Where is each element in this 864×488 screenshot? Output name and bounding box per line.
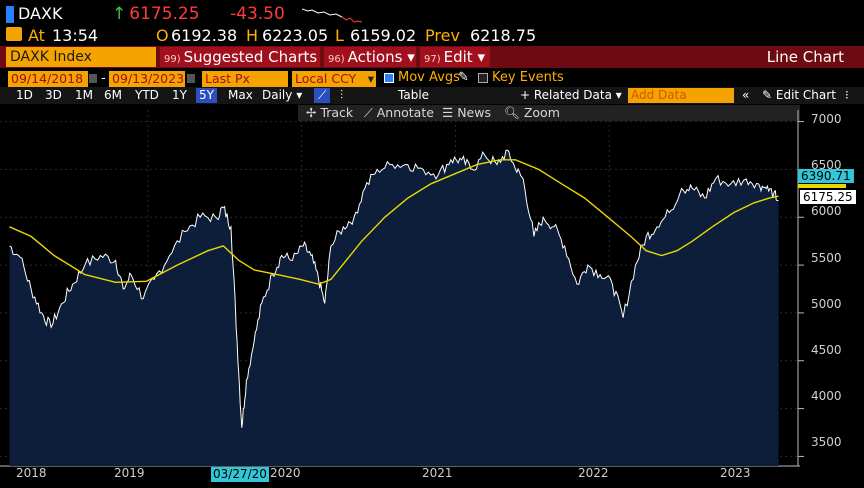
- table-button[interactable]: Table: [398, 88, 430, 102]
- edit-chart-button[interactable]: ✎ Edit Chart: [762, 88, 836, 102]
- range-6m[interactable]: 6M: [104, 88, 122, 102]
- field-selector[interactable]: Last Px: [202, 71, 288, 87]
- suggested-charts-menu[interactable]: 99)Suggested Charts ▾: [160, 47, 320, 89]
- track-tool[interactable]: ✢ Track: [306, 105, 354, 120]
- mov-avgs-label: Mov Avgs: [398, 70, 460, 85]
- ticker-marker: [6, 6, 14, 23]
- ma-value-tag: 6390.71: [798, 169, 854, 183]
- chart-tools-bar: [298, 105, 800, 121]
- key-events-label: Key Events: [492, 70, 564, 85]
- frequency-selector[interactable]: Daily ▾: [262, 88, 303, 102]
- price-chart[interactable]: [0, 104, 864, 488]
- currency-selector[interactable]: Local CCY ▾: [292, 71, 376, 87]
- actions-menu[interactable]: 96) Actions ▾: [324, 47, 416, 67]
- range-1y[interactable]: 1Y: [172, 88, 187, 102]
- time-label: At: [28, 26, 45, 45]
- y-tick-label: 4500: [811, 343, 842, 357]
- y-tick-label: 5500: [811, 251, 842, 265]
- edit-menu[interactable]: 97) Edit ▾: [420, 47, 490, 67]
- chart-settings-icon[interactable]: ⁝: [845, 88, 849, 102]
- price-line: [9, 149, 779, 428]
- calendar-icon[interactable]: [89, 74, 97, 83]
- add-data-input[interactable]: Add Data: [628, 88, 734, 103]
- ticker-symbol[interactable]: DAXK: [18, 4, 63, 23]
- collapse-icon[interactable]: «: [742, 88, 750, 102]
- high-value: 6223.05: [262, 26, 329, 45]
- range-1d[interactable]: 1D: [16, 88, 33, 102]
- range-ytd[interactable]: YTD: [135, 88, 159, 102]
- end-date-field[interactable]: 09/13/2023: [109, 71, 185, 87]
- time-value: 13:54: [52, 26, 99, 45]
- zoom-tool[interactable]: 🔍︎ Zoom: [504, 105, 560, 120]
- range-3d[interactable]: 3D: [45, 88, 62, 102]
- low-label: L: [335, 26, 344, 45]
- toolbar: [0, 87, 864, 104]
- net-change: -43.50: [230, 4, 285, 24]
- prev-label: Prev: [425, 26, 460, 45]
- y-tick-label: 4000: [811, 389, 842, 403]
- pencil-icon[interactable]: ✎: [458, 70, 469, 85]
- up-arrow-icon: ↑: [112, 4, 127, 24]
- low-value: 6159.02: [350, 26, 417, 45]
- related-data-menu[interactable]: + Related Data ▾: [520, 88, 622, 102]
- y-tick-label: 7000: [811, 112, 842, 126]
- range-5y[interactable]: 5Y: [196, 88, 217, 103]
- x-tick-label: 2018: [16, 466, 47, 480]
- last-value-tag: 6175.25: [800, 190, 856, 204]
- ma-value-marker: [798, 184, 846, 188]
- annotate-tool[interactable]: ⟋ Annotate: [364, 105, 434, 120]
- crosshair-date-label: 03/27/20: [211, 467, 269, 482]
- last-price-value: 6175.25: [129, 4, 200, 24]
- y-tick-label: 3500: [811, 435, 842, 449]
- x-tick-label: 2022: [578, 466, 609, 480]
- moving-average-line: [9, 159, 779, 285]
- open-value: 6192.38: [171, 26, 238, 45]
- last-price: ↑ 6175.25: [112, 4, 200, 24]
- prev-value: 6218.75: [470, 26, 537, 45]
- clock-icon: [6, 27, 22, 41]
- high-label: H: [246, 26, 259, 45]
- security-name-field[interactable]: DAXK Index: [6, 47, 156, 67]
- line-chart-icon[interactable]: ⟋: [314, 88, 331, 103]
- calendar-icon[interactable]: [187, 74, 195, 83]
- y-tick-label: 5000: [811, 297, 842, 311]
- date-separator: -: [101, 71, 106, 86]
- open-label: O: [156, 26, 169, 45]
- range-max[interactable]: Max: [228, 88, 253, 102]
- price-area: [9, 150, 779, 467]
- chart-type-label: Line Chart: [766, 48, 844, 66]
- y-tick-label: 6500: [811, 158, 842, 172]
- bar-chart-icon[interactable]: ⫶: [340, 88, 344, 102]
- y-tick-label: 6000: [811, 204, 842, 218]
- mov-avgs-checkbox[interactable]: [384, 73, 394, 83]
- x-tick-label: 2023: [720, 466, 751, 480]
- news-tool[interactable]: ☰ News: [442, 105, 491, 120]
- x-tick-label: 2021: [422, 466, 453, 480]
- key-events-checkbox[interactable]: [478, 73, 488, 83]
- range-1m[interactable]: 1M: [75, 88, 93, 102]
- x-tick-label: 2019: [114, 466, 145, 480]
- x-tick-label: 2020: [270, 466, 301, 480]
- start-date-field[interactable]: 09/14/2018: [8, 71, 88, 87]
- sparkline-icon: [302, 8, 362, 23]
